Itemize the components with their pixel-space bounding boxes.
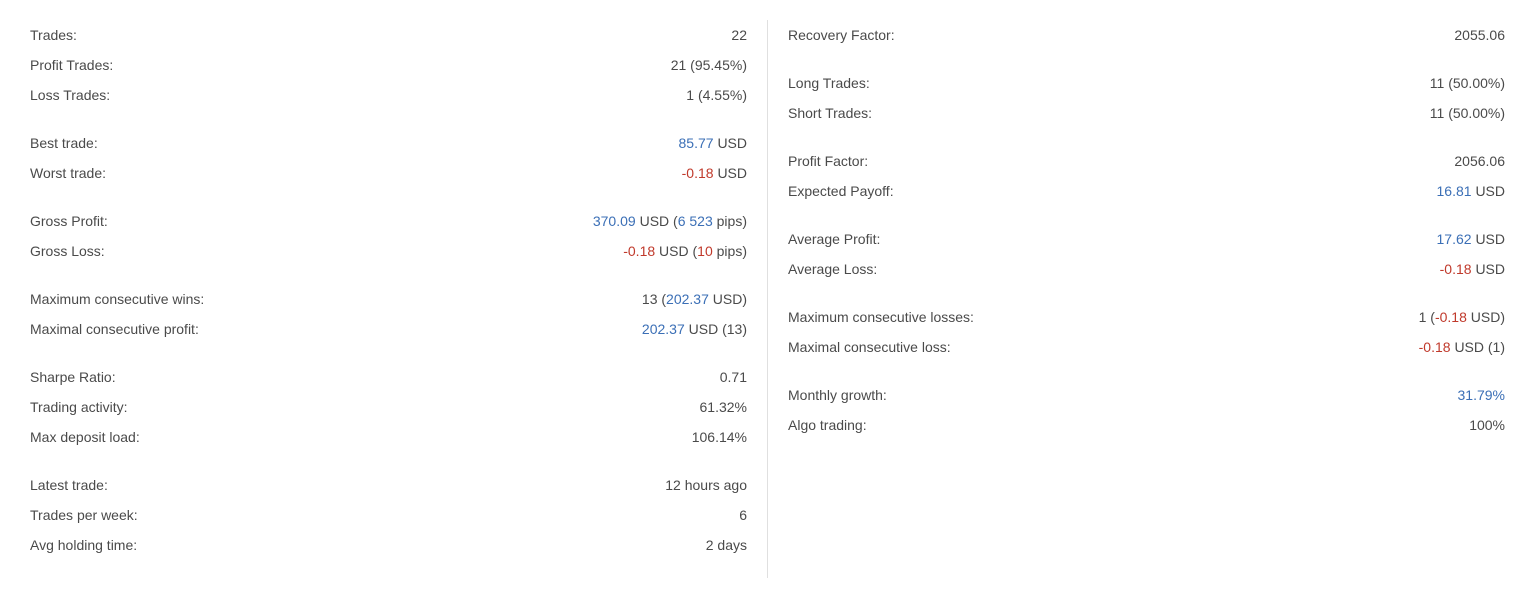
label: Profit Trades: [30,57,113,73]
label: Maximum consecutive losses: [788,309,974,325]
group-consecutive-losses: Maximum consecutive losses: 1 (-0.18 USD… [788,302,1505,362]
row-best-trade: Best trade: 85.77 USD [30,128,747,158]
group-ratios: Sharpe Ratio: 0.71 Trading activity: 61.… [30,362,747,452]
row-max-deposit-load: Max deposit load: 106.14% [30,422,747,452]
label: Loss Trades: [30,87,110,103]
value: 61.32% [700,399,747,415]
group-averages: Average Profit: 17.62 USD Average Loss: … [788,224,1505,284]
label: Profit Factor: [788,153,868,169]
row-max-consec-loss: Maximal consecutive loss: -0.18 USD (1) [788,332,1505,362]
value: 16.81 USD [1437,183,1506,199]
row-gross-profit: Gross Profit: 370.09 USD (6 523 pips) [30,206,747,236]
right-column: Recovery Factor: 2055.06 Long Trades: 11… [768,20,1515,578]
value: 17.62 USD [1437,231,1506,247]
group-recovery: Recovery Factor: 2055.06 [788,20,1505,50]
label: Maximal consecutive profit: [30,321,199,337]
label: Average Loss: [788,261,877,277]
value: -0.18 USD (10 pips) [623,243,747,259]
group-long-short: Long Trades: 11 (50.00%) Short Trades: 1… [788,68,1505,128]
group-profit-factor: Profit Factor: 2056.06 Expected Payoff: … [788,146,1505,206]
group-trades: Trades: 22 Profit Trades: 21 (95.45%) Lo… [30,20,747,110]
label: Short Trades: [788,105,872,121]
row-long-trades: Long Trades: 11 (50.00%) [788,68,1505,98]
value: 21 (95.45%) [671,57,747,73]
label: Best trade: [30,135,98,151]
row-trades: Trades: 22 [30,20,747,50]
value: 2056.06 [1454,153,1505,169]
value: 100% [1469,417,1505,433]
group-growth: Monthly growth: 31.79% Algo trading: 100… [788,380,1505,440]
value: 12 hours ago [665,477,747,493]
group-best-worst: Best trade: 85.77 USD Worst trade: -0.18… [30,128,747,188]
row-sharpe: Sharpe Ratio: 0.71 [30,362,747,392]
value: 1 (4.55%) [686,87,747,103]
row-profit-factor: Profit Factor: 2056.06 [788,146,1505,176]
row-expected-payoff: Expected Payoff: 16.81 USD [788,176,1505,206]
label: Gross Loss: [30,243,105,259]
row-avg-holding: Avg holding time: 2 days [30,530,747,560]
row-latest-trade: Latest trade: 12 hours ago [30,470,747,500]
label: Avg holding time: [30,537,137,553]
value: 370.09 USD (6 523 pips) [593,213,747,229]
label: Latest trade: [30,477,108,493]
value: 2 days [706,537,747,553]
value: 106.14% [692,429,747,445]
row-gross-loss: Gross Loss: -0.18 USD (10 pips) [30,236,747,266]
label: Trades per week: [30,507,138,523]
row-trades-per-week: Trades per week: 6 [30,500,747,530]
value: 1 (-0.18 USD) [1419,309,1505,325]
label: Monthly growth: [788,387,887,403]
value: 13 (202.37 USD) [642,291,747,307]
label: Maximal consecutive loss: [788,339,951,355]
group-gross: Gross Profit: 370.09 USD (6 523 pips) Gr… [30,206,747,266]
label: Gross Profit: [30,213,108,229]
group-timing: Latest trade: 12 hours ago Trades per we… [30,470,747,560]
label: Trading activity: [30,399,128,415]
row-trading-activity: Trading activity: 61.32% [30,392,747,422]
label: Maximum consecutive wins: [30,291,204,307]
value: 22 [731,27,747,43]
label: Recovery Factor: [788,27,895,43]
stats-container: Trades: 22 Profit Trades: 21 (95.45%) Lo… [20,20,1515,578]
left-column: Trades: 22 Profit Trades: 21 (95.45%) Lo… [20,20,768,578]
value: 11 (50.00%) [1430,105,1505,121]
value: 11 (50.00%) [1430,75,1505,91]
value: 202.37 USD (13) [642,321,747,337]
row-avg-profit: Average Profit: 17.62 USD [788,224,1505,254]
value: -0.18 USD [1440,261,1505,277]
label: Worst trade: [30,165,106,181]
row-recovery-factor: Recovery Factor: 2055.06 [788,20,1505,50]
value: -0.18 USD [682,165,747,181]
row-algo-trading: Algo trading: 100% [788,410,1505,440]
row-max-consec-profit: Maximal consecutive profit: 202.37 USD (… [30,314,747,344]
label: Sharpe Ratio: [30,369,116,385]
row-max-consec-wins: Maximum consecutive wins: 13 (202.37 USD… [30,284,747,314]
label: Max deposit load: [30,429,140,445]
group-consecutive-wins: Maximum consecutive wins: 13 (202.37 USD… [30,284,747,344]
row-worst-trade: Worst trade: -0.18 USD [30,158,747,188]
value: 31.79% [1458,387,1505,403]
value: 6 [739,507,747,523]
label: Average Profit: [788,231,880,247]
row-avg-loss: Average Loss: -0.18 USD [788,254,1505,284]
label: Algo trading: [788,417,867,433]
value: 2055.06 [1454,27,1505,43]
label: Expected Payoff: [788,183,894,199]
value: -0.18 USD (1) [1419,339,1505,355]
value: 85.77 USD [679,135,748,151]
row-loss-trades: Loss Trades: 1 (4.55%) [30,80,747,110]
row-short-trades: Short Trades: 11 (50.00%) [788,98,1505,128]
row-monthly-growth: Monthly growth: 31.79% [788,380,1505,410]
label: Long Trades: [788,75,870,91]
value: 0.71 [720,369,747,385]
row-max-consec-losses: Maximum consecutive losses: 1 (-0.18 USD… [788,302,1505,332]
label: Trades: [30,27,77,43]
row-profit-trades: Profit Trades: 21 (95.45%) [30,50,747,80]
